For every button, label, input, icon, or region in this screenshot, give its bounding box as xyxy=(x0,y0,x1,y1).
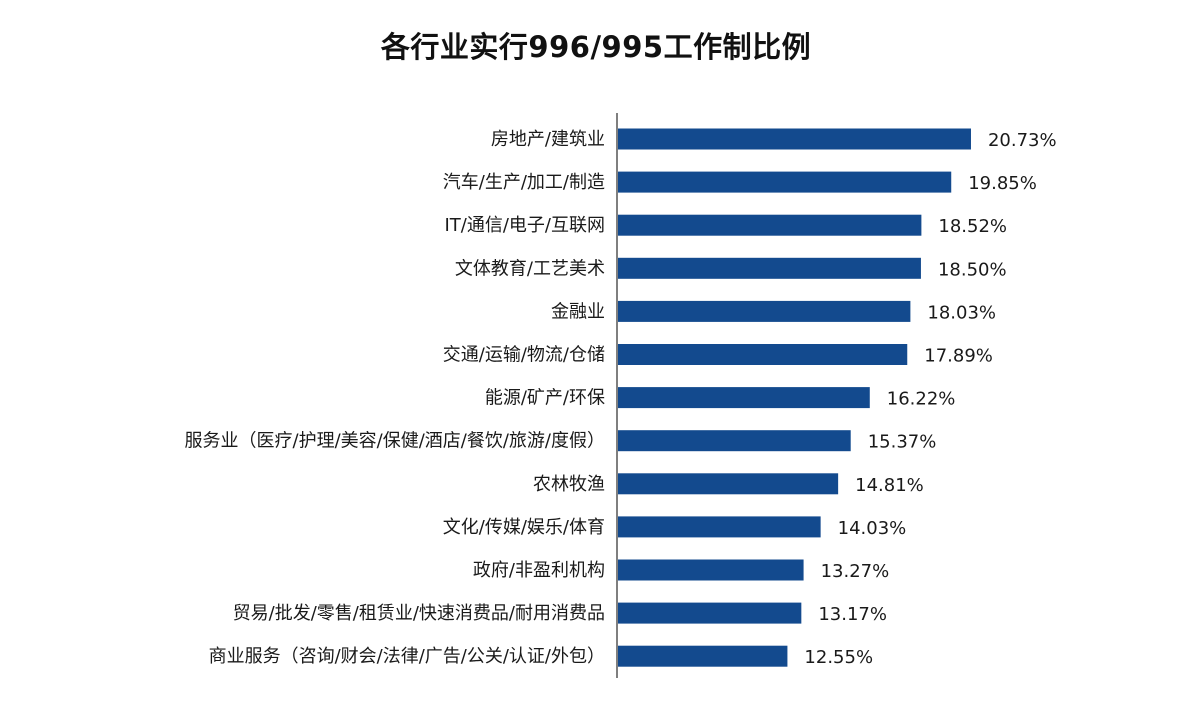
category-label: 农林牧渔 xyxy=(533,474,605,495)
category-label: 文体教育/工艺美术 xyxy=(455,258,605,279)
bar xyxy=(618,473,839,495)
category-label: 政府/非盈利机构 xyxy=(473,560,605,581)
category-label: 金融业 xyxy=(551,301,605,322)
category-label: 贸易/批发/零售/租赁业/快速消费品/耐用消费品 xyxy=(233,603,605,624)
bar xyxy=(618,430,851,452)
data-label: 19.85% xyxy=(968,173,1037,194)
data-label: 12.55% xyxy=(804,647,873,668)
data-label: 17.89% xyxy=(924,346,993,367)
data-label: 18.52% xyxy=(938,216,1007,237)
data-label: 15.37% xyxy=(868,432,937,453)
bar xyxy=(618,171,952,193)
data-label: 14.03% xyxy=(838,518,907,539)
bar xyxy=(618,214,922,236)
data-label: 14.81% xyxy=(855,475,924,496)
data-label: 16.22% xyxy=(887,389,956,410)
bar xyxy=(618,300,911,322)
category-label: 房地产/建筑业 xyxy=(491,129,605,150)
bar xyxy=(618,645,788,667)
data-label: 13.17% xyxy=(818,604,887,625)
category-label: 汽车/生产/加工/制造 xyxy=(443,172,605,193)
bar xyxy=(618,257,921,279)
category-label: 服务业（医疗/护理/美容/保健/酒店/餐饮/旅游/度假） xyxy=(185,431,605,452)
bar xyxy=(618,559,804,581)
data-label: 18.03% xyxy=(927,302,996,323)
data-label: 13.27% xyxy=(821,561,890,582)
data-label: 20.73% xyxy=(988,130,1057,151)
bar xyxy=(618,516,821,538)
category-label: 文化/传媒/娱乐/体育 xyxy=(443,517,605,538)
category-label: 商业服务（咨询/财会/法律/广告/公关/认证/外包） xyxy=(209,646,605,667)
bar xyxy=(618,387,870,409)
category-label: 能源/矿产/环保 xyxy=(485,388,605,409)
data-label: 18.50% xyxy=(938,259,1007,280)
bar xyxy=(618,602,802,624)
category-label: IT/通信/电子/互联网 xyxy=(445,215,606,236)
chart-title: 各行业实行996/995工作制比例 xyxy=(380,30,812,64)
bar xyxy=(618,344,908,365)
category-label: 交通/运输/物流/仓储 xyxy=(443,345,605,366)
bar xyxy=(618,128,971,150)
